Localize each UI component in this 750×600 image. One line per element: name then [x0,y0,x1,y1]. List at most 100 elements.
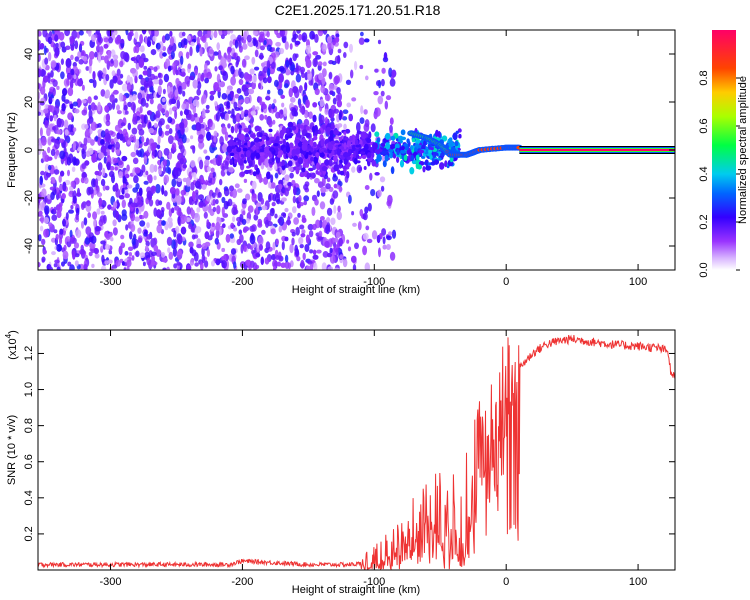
heatmap-cell [69,35,75,43]
heatmap-cell [226,145,233,153]
heatmap-cell [346,102,352,108]
heatmap-cell [238,45,243,53]
heatmap-cell [122,175,127,185]
snr-frame [37,329,676,571]
heatmap-cell [382,160,387,168]
heatmap-cell [167,116,173,124]
heatmap-cell [271,103,276,110]
heatmap-cell [248,264,252,270]
heatmap-cell [46,173,51,178]
heatmap-cell [380,142,386,147]
heatmap-cell [220,57,227,66]
heatmap-cell [346,171,350,179]
heatmap-cell [119,73,124,79]
heatmap-cell [454,140,459,147]
heatmap-cell [370,123,376,133]
heatmap-cell [198,140,204,150]
heatmap-cell [123,104,128,111]
heatmap-cell [364,206,369,214]
heatmap-cell [65,65,72,76]
heatmap-cell [88,109,93,120]
heatmap-cell [204,231,210,240]
heatmap-cell [195,44,200,54]
heatmap-cell [169,30,173,37]
heatmap-cell [305,44,311,55]
heatmap-cell [146,110,153,116]
heatmap-cell [189,246,194,254]
heatmap-cell [90,121,97,131]
heatmap-cell [174,205,180,211]
heatmap-cell [53,263,58,268]
heatmap-cell [237,134,242,138]
heatmap-cell [417,164,422,170]
heatmap-cell [210,142,217,148]
heatmap-cell [343,151,349,158]
heatmap-cell [268,119,273,128]
heatmap-cell [380,90,385,97]
heatmap-cell [279,65,285,72]
heatmap-cell [275,111,281,119]
heatmap-cell [185,51,190,59]
heatmap-cell [119,194,125,200]
heatmap-cell [104,260,109,265]
heatmap-cell [258,82,262,90]
heatmap-cell [221,166,226,171]
heatmap-cell [285,145,291,154]
heatmap-cell [159,118,165,126]
heatmap-cell [130,83,134,91]
heatmap-cell [304,110,309,119]
heatmap-cell [320,85,326,94]
heatmap-cell [124,131,129,141]
heatmap-cell [236,147,242,153]
heatmap-cell [299,172,305,178]
heatmap-cell [190,181,195,191]
heatmap-cell [179,122,185,129]
heatmap-cell [431,158,435,162]
heatmap-cell [263,39,267,46]
heatmap-cell [135,207,139,215]
heatmap-cell [281,126,286,134]
heatmap-cell [306,69,311,74]
heatmap-cell [260,256,264,265]
heatmap-cell [147,77,153,88]
heatmap-cell [94,51,98,58]
heatmap-cell [242,198,247,205]
heatmap-cell [322,30,328,35]
heatmap-cell [38,102,41,112]
heatmap-cell [337,123,343,128]
heatmap-cell [110,237,114,242]
heatmap-cell [268,128,273,133]
heatmap-cell [368,131,372,139]
heatmap-cell [71,166,76,173]
heatmap-cell [209,172,214,179]
heatmap-cell [264,158,270,168]
heatmap-cell [231,188,238,199]
heatmap-cell [291,231,296,237]
heatmap-cell [250,110,257,116]
heatmap-cell [145,102,149,108]
heatmap-cell [114,182,119,192]
heatmap-cell [384,100,388,110]
heatmap-cell [384,154,389,162]
heatmap-cell [126,164,130,172]
heatmap-cell [333,155,338,163]
heatmap-cell [79,248,85,255]
heatmap-cell [41,188,47,198]
heatmap-cell [301,143,308,152]
heatmap-cell [204,159,210,166]
heatmap-cell [124,193,130,199]
heatmap-cell [163,190,168,197]
heatmap-cell [249,68,255,75]
y-tick-label: -40 [23,238,35,254]
heatmap-cell [214,237,219,245]
heatmap-cell [255,167,260,175]
heatmap-cell [243,244,247,252]
heatmap-cell [321,262,327,270]
heatmap-cell [236,88,242,94]
heatmap-cell [312,249,317,255]
heatmap-cell [286,135,293,139]
heatmap-cell [171,178,177,188]
heatmap-cell [158,150,162,158]
heatmap-cell [175,135,179,141]
heatmap-cell [199,116,204,124]
